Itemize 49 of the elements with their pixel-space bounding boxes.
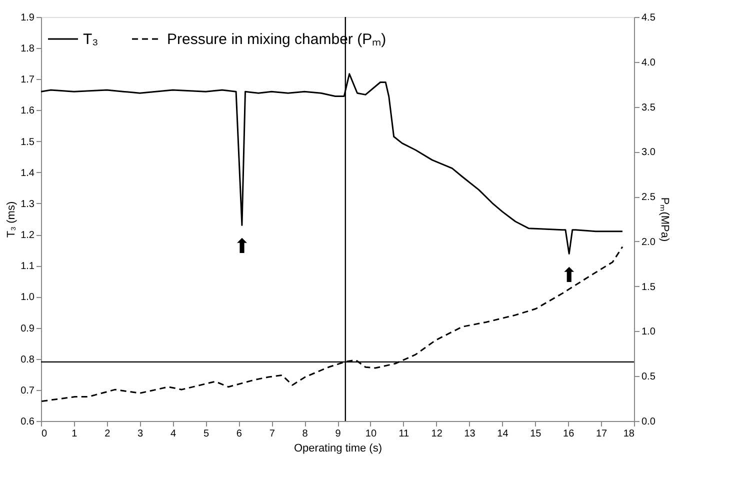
x-tick-label: 12 bbox=[431, 428, 443, 440]
x-tick-label: 0 bbox=[42, 428, 48, 440]
x-axis-title: Operating time (s) bbox=[294, 442, 382, 454]
y-tick-label: 1.0 bbox=[20, 292, 35, 304]
y-tick-label: 1.1 bbox=[20, 261, 35, 272]
y-tick-label: 1.8 bbox=[20, 44, 35, 55]
x-tick-label: 15 bbox=[530, 428, 542, 440]
annotation: ⬆ bbox=[234, 234, 250, 258]
y-tick-label: 1.3 bbox=[20, 198, 35, 210]
x-tick-label: 3 bbox=[138, 428, 144, 440]
y-tick-label: 0.7 bbox=[20, 385, 35, 396]
y2-tick-label: 2.5 bbox=[642, 192, 656, 204]
y2-tick-label: 1.0 bbox=[642, 326, 656, 338]
x-tick-label: 18 bbox=[623, 428, 635, 440]
y-tick-label: 1.9 bbox=[20, 12, 35, 24]
y-tick-label: 1.6 bbox=[20, 106, 35, 117]
y2-tick-label: 4.0 bbox=[642, 57, 656, 68]
y2-tick-label: 1.5 bbox=[642, 282, 656, 293]
x-tick-label: 7 bbox=[269, 428, 276, 440]
x-tick-label: 1 bbox=[72, 428, 78, 440]
y-tick-label: 0.9 bbox=[20, 323, 35, 334]
y-tick-label: 1.5 bbox=[20, 136, 35, 148]
x-tick-label: 2 bbox=[104, 428, 111, 440]
x-tick-label: 8 bbox=[302, 428, 308, 440]
y2-tick-label: 4.5 bbox=[642, 12, 656, 24]
x-tick-label: 14 bbox=[497, 428, 509, 440]
y-axis-title: T₃ (ms) bbox=[6, 201, 18, 238]
y2-tick-label: 0.5 bbox=[642, 372, 656, 383]
y2-axis-title: Pₘ(MPa) bbox=[658, 197, 670, 242]
x-tick-label: 16 bbox=[563, 428, 575, 440]
x-tick-label: 4 bbox=[170, 428, 176, 440]
x-tick-label: 17 bbox=[596, 428, 608, 440]
x-tick-label: 11 bbox=[398, 428, 410, 440]
annotation: ⬆ bbox=[560, 262, 578, 287]
y-tick-label: 0.6 bbox=[20, 416, 35, 428]
y2-tick-label: 0.0 bbox=[642, 416, 656, 428]
x-tick-label: 10 bbox=[365, 428, 377, 440]
x-tick-label: 9 bbox=[335, 428, 342, 440]
y2-tick-label: 3.5 bbox=[642, 102, 656, 114]
y-tick-label: 1.4 bbox=[20, 168, 35, 179]
y-tick-label: 1.2 bbox=[20, 230, 35, 242]
y2-tick-label: 2.0 bbox=[642, 236, 656, 248]
x-tick-label: 13 bbox=[464, 428, 476, 440]
y-tick-label: 1.7 bbox=[20, 74, 35, 86]
y-tick-label: 0.8 bbox=[20, 354, 35, 366]
x-tick-label: 6 bbox=[236, 428, 242, 440]
x-tick-label: 5 bbox=[203, 428, 210, 440]
legend-label: T₃ bbox=[83, 31, 98, 48]
y2-tick-label: 3.0 bbox=[642, 147, 656, 158]
